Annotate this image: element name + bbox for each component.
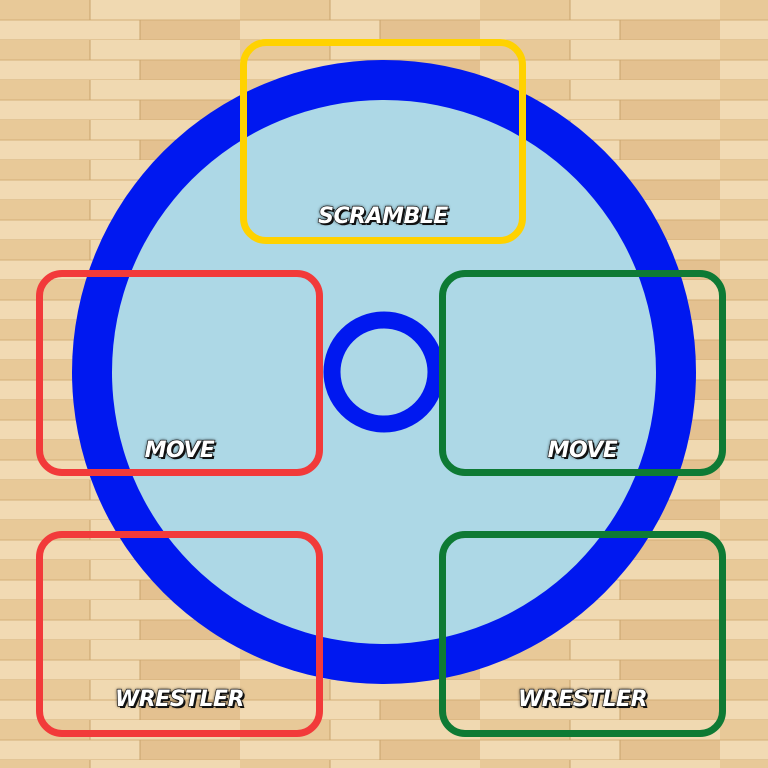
move-left-label: MOVE [144,437,216,463]
wrestler-zone-right[interactable]: WRESTLER [439,531,726,737]
move-right-label: MOVE [547,437,619,463]
move-zone-left[interactable]: MOVE [36,270,323,476]
center-circle [323,311,445,433]
scramble-label: SCRAMBLE [318,203,449,229]
wrestler-zone-left[interactable]: WRESTLER [36,531,323,737]
scramble-zone[interactable]: SCRAMBLE [240,39,526,244]
move-zone-right[interactable]: MOVE [439,270,726,476]
wrestler-left-label: WRESTLER [114,686,245,712]
wrestler-right-label: WRESTLER [517,686,648,712]
